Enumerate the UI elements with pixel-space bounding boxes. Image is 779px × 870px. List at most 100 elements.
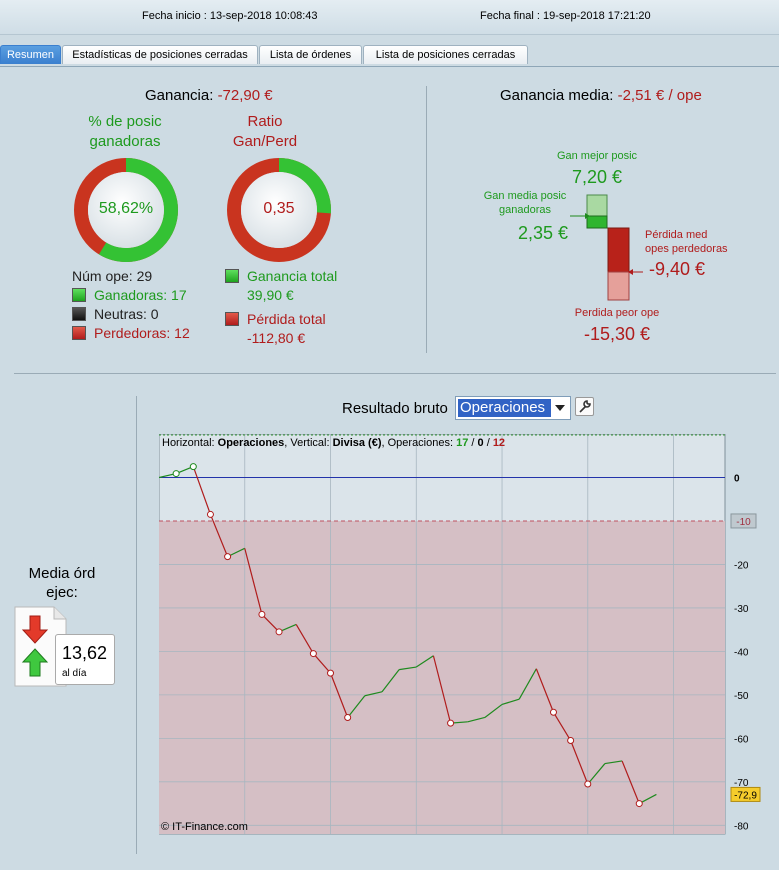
donut2-center [241,172,317,248]
data-point [172,470,180,478]
ratio-value: 0,35 [263,200,295,217]
last-value-badge [730,786,761,802]
ganancia-media-value: -2,51 € / ope [617,87,702,104]
avg-win-arrow-icon [585,213,590,219]
threshold-badge-label: -10 [736,517,751,528]
series-segment [535,668,555,713]
series-segment [518,668,537,700]
tab-resumen[interactable]: Resumen [0,45,61,64]
avg-loss-bar [607,227,630,273]
info-h-label: Horizontal: [162,437,218,449]
chart-divider [136,396,137,854]
data-point [189,463,197,471]
info-ops-sep1: / [468,437,478,449]
ganancia-total-label: Ganancia total [247,268,338,284]
y-tick-label: 0 [734,473,740,484]
chart-axis-select-value: Operaciones [458,399,551,417]
data-point [549,708,557,716]
donut2-win-arc [227,158,331,262]
ratio-title: Ratio Gan/Perd [210,112,320,152]
series-segment [312,653,331,674]
perdida-total-swatch [225,312,239,326]
ganadoras-swatch [72,288,86,302]
avg-loss-label-line2: opes perdedoras [645,243,728,255]
data-point [344,713,352,721]
tab-lista-posiciones[interactable]: Lista de posiciones cerradas [363,45,528,64]
tab-bar: Resumen Estadísticas de posiciones cerra… [0,44,779,67]
series-segment [244,548,263,615]
media-ord-box: 13,62 al día [55,634,115,685]
data-point [258,610,266,618]
y-tick-label: -30 [734,604,749,615]
data-point [327,669,335,677]
worst-loss-bar [607,271,630,301]
ganancia-media-label: Ganancia media: [500,87,614,104]
chevron-down-icon[interactable] [552,400,568,416]
last-value-label: -72,9 [734,790,757,801]
ganancia-value: -72,90 € [217,87,273,104]
info-ops-sep2: / [483,437,493,449]
summary-divider [426,86,427,353]
series-segment [364,691,383,697]
data-point [567,737,575,745]
series-segment [552,711,572,741]
up-arrow-icon [21,648,49,677]
ganancia-media: Ganancia media: -2,51 € / ope [500,87,702,104]
perdida-total-label: Pérdida total [247,311,326,327]
series-segment [261,614,280,633]
data-point [224,553,232,561]
series-segment [295,624,314,654]
info-ops-loss: 12 [492,437,506,449]
series-segment [192,466,212,515]
y-tick-label: -20 [734,560,749,571]
info-ops-label: , Operaciones: [381,437,457,449]
worst-label: Perdida peor ope [574,307,660,319]
y-tick-label: -70 [734,778,749,789]
avg-win-value: 2,35 € [517,223,568,243]
series-segment [467,716,486,723]
ganadoras-count: Ganadoras: 17 [94,287,187,303]
ratio-title-line1: Ratio [247,113,283,130]
pct-title-line2: ganadoras [89,133,161,150]
avg-win-label-line1: Gan media posic [483,190,567,202]
down-arrow-icon [21,615,49,644]
neutras-count: Neutras: 0 [94,306,159,322]
series-segment [587,763,606,785]
wrench-icon [579,400,591,413]
start-date: Fecha inicio : 13-sep-2018 10:08:43 [142,10,318,22]
series-segment [381,669,400,693]
tab-lista-ordenes[interactable]: Lista de órdenes [259,45,362,64]
ratio-donut [227,158,331,262]
ganancia-total-swatch [225,269,239,283]
donut1-win-arc [74,158,178,262]
series-segment [484,703,503,718]
loss-zone [159,520,725,834]
chart-header-label: Resultado bruto [342,400,448,417]
end-date: Fecha final : 19-sep-2018 17:21:20 [480,10,651,22]
y-tick-label: -80 [734,821,749,832]
data-point [309,650,317,658]
data-point [275,628,283,636]
series-segment [399,666,417,671]
y-tick-label: -50 [734,691,749,702]
info-ops-win: 17 [456,437,469,449]
avg-loss-value: -9,40 € [649,259,706,279]
data-point [447,719,455,727]
perdedoras-swatch [72,326,86,340]
perdida-total-value: -112,80 € [247,330,306,346]
pct-ganadoras-value: 58,62% [98,200,154,217]
data-point [206,510,214,518]
series-segment [604,760,623,765]
data-point [584,780,592,788]
tab-estadisticas[interactable]: Estadísticas de posiciones cerradas [62,45,258,64]
chart-settings-button[interactable] [575,397,594,416]
avg-win-bar [586,215,608,229]
date-range-bar: Fecha inicio : 13-sep-2018 10:08:43 Fech… [0,0,779,35]
chart-axis-select[interactable]: Operaciones [455,396,571,420]
y-tick-label: -60 [734,734,749,745]
series-segment [621,760,640,804]
info-ops-neutral: 0 [477,437,484,449]
series-segment [329,672,349,718]
avg-win-label: Gan media posic ganadoras [470,189,580,217]
series-segment [570,740,589,785]
